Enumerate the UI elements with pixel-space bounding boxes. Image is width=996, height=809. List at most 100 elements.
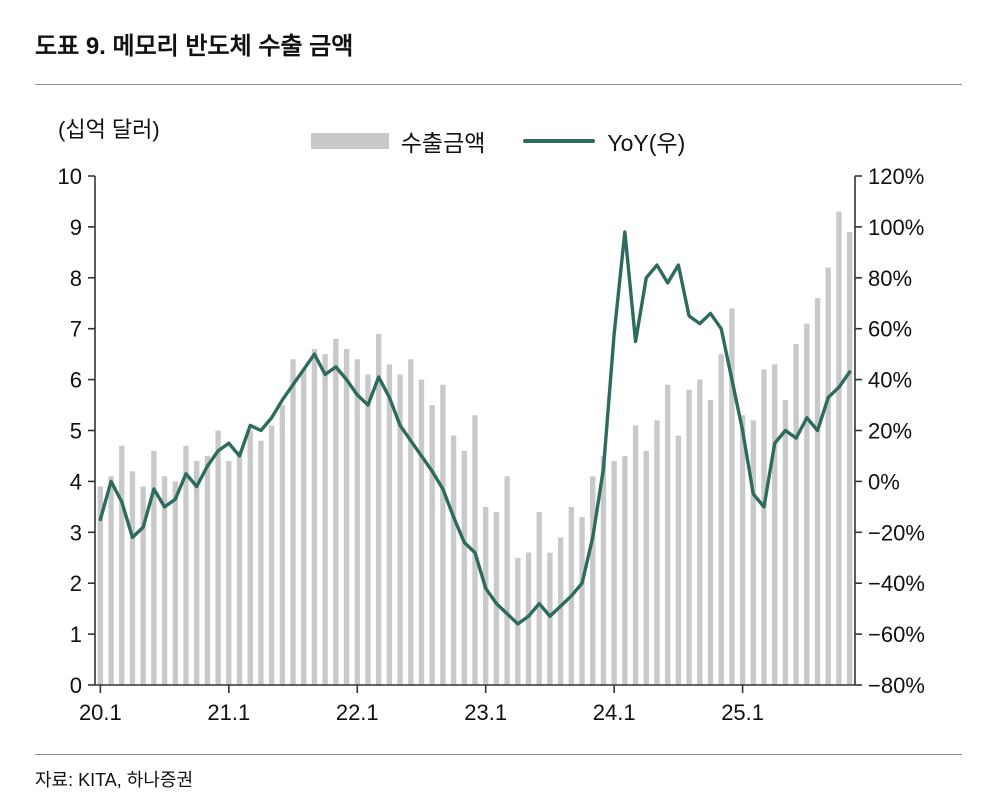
export-bar	[814, 298, 821, 685]
export-bar	[697, 379, 703, 685]
left-axis-tick-label: 7	[70, 317, 82, 342]
x-axis-tick-label: 25.1	[721, 700, 764, 725]
export-bar	[461, 450, 467, 685]
export-bar	[375, 333, 382, 685]
export-bar	[365, 374, 371, 685]
line-swatch-icon	[523, 139, 596, 143]
chart-title: 도표 9. 메모리 반도체 수출 금액	[35, 33, 354, 60]
left-axis-tick-label: 0	[70, 673, 82, 698]
export-bar	[600, 455, 607, 685]
export-bar	[440, 384, 446, 685]
export-bar	[397, 374, 403, 685]
export-bar	[108, 476, 114, 685]
right-axis-tick-label: 40%	[868, 368, 912, 393]
export-bar	[579, 517, 585, 685]
export-bar	[611, 461, 617, 685]
left-axis-tick-label: 1	[70, 622, 82, 647]
export-bar	[547, 552, 553, 685]
left-axis-tick-label: 10	[58, 164, 82, 189]
right-axis-tick-label: 80%	[868, 266, 912, 291]
title-divider	[35, 84, 962, 85]
export-bar	[129, 471, 136, 685]
export-bar	[119, 445, 125, 685]
export-bar	[718, 354, 724, 685]
export-bar	[836, 211, 842, 685]
export-bar	[739, 415, 746, 685]
chart-legend: 수출금액 YoY(우)	[0, 124, 996, 158]
export-bar	[493, 511, 500, 685]
export-bar	[483, 506, 489, 685]
export-bar	[290, 359, 296, 685]
export-bar	[729, 308, 735, 685]
export-bar	[161, 476, 168, 685]
legend-label-export: 수출금액	[400, 130, 486, 156]
export-bar	[343, 349, 350, 685]
chart-plot-area: 0 1 2 3 4 5 6 7 8 9 10 −80% −60% −40% −20% 0% 20% 40% 60% 8…	[58, 164, 925, 725]
export-bar	[140, 486, 146, 685]
yoy-line	[98, 230, 852, 626]
export-bar	[536, 511, 542, 685]
left-axis-tick-label: 4	[70, 469, 82, 494]
legend-item-export: 수출금액	[310, 124, 486, 158]
export-bar	[772, 364, 778, 685]
export-bar	[590, 476, 596, 685]
export-bar	[707, 399, 714, 685]
x-axis-tick-label: 20.1	[79, 700, 122, 725]
export-bar	[782, 399, 789, 685]
export-bar	[429, 405, 435, 685]
left-axis-tick-label: 6	[70, 368, 82, 393]
export-bar	[226, 461, 232, 685]
export-bar	[515, 557, 521, 685]
bar-swatch-icon	[310, 133, 389, 149]
export-bar	[215, 430, 221, 685]
export-bar	[386, 364, 393, 685]
left-axis-tick-label: 3	[70, 520, 82, 545]
export-bar	[354, 359, 360, 685]
right-axis-tick-label: −20%	[868, 520, 925, 545]
right-axis-tick-label: −40%	[868, 571, 925, 596]
export-bar	[643, 450, 649, 685]
x-axis-tick-label: 23.1	[464, 700, 507, 725]
export-bar	[504, 476, 510, 685]
export-bar	[408, 359, 414, 685]
export-bar	[268, 425, 275, 685]
export-bar	[172, 481, 178, 685]
export-bar	[311, 349, 318, 685]
export-bar	[761, 369, 767, 685]
right-axis-tick-label: 60%	[868, 317, 912, 342]
source-divider	[35, 754, 962, 755]
export-bar	[750, 420, 756, 685]
export-bar	[632, 425, 639, 685]
export-bar	[525, 552, 532, 685]
export-bar	[183, 445, 189, 685]
x-axis-tick-label: 24.1	[593, 700, 636, 725]
export-bar	[846, 231, 853, 686]
export-bar	[825, 267, 831, 685]
x-axis-tick-label: 22.1	[336, 700, 379, 725]
export-bar	[557, 537, 564, 685]
export-bar	[194, 461, 200, 685]
right-axis-tick-label: 100%	[868, 215, 924, 240]
source-text: 자료: KITA, 하나증권	[35, 770, 194, 790]
export-bar	[450, 435, 457, 685]
right-axis-tick-label: −60%	[868, 622, 925, 647]
left-axis-tick-label: 9	[70, 215, 82, 240]
export-bar	[204, 455, 211, 685]
right-axis-tick-label: 0%	[868, 469, 900, 494]
left-axis-tick-label: 2	[70, 571, 82, 596]
export-bar	[333, 338, 339, 685]
export-bar	[236, 450, 243, 685]
export-bar	[804, 323, 810, 685]
export-bar	[675, 435, 682, 685]
right-axis-tick-label: 20%	[868, 419, 912, 444]
export-bar	[258, 440, 264, 685]
export-bar	[793, 343, 799, 685]
legend-item-yoy: YoY(우)	[523, 124, 685, 158]
export-bar	[301, 369, 307, 685]
export-bar	[279, 405, 285, 685]
export-bar	[151, 450, 157, 685]
right-axis-tick-label: 120%	[868, 164, 924, 189]
export-bar	[622, 455, 628, 685]
export-bar	[665, 384, 671, 685]
